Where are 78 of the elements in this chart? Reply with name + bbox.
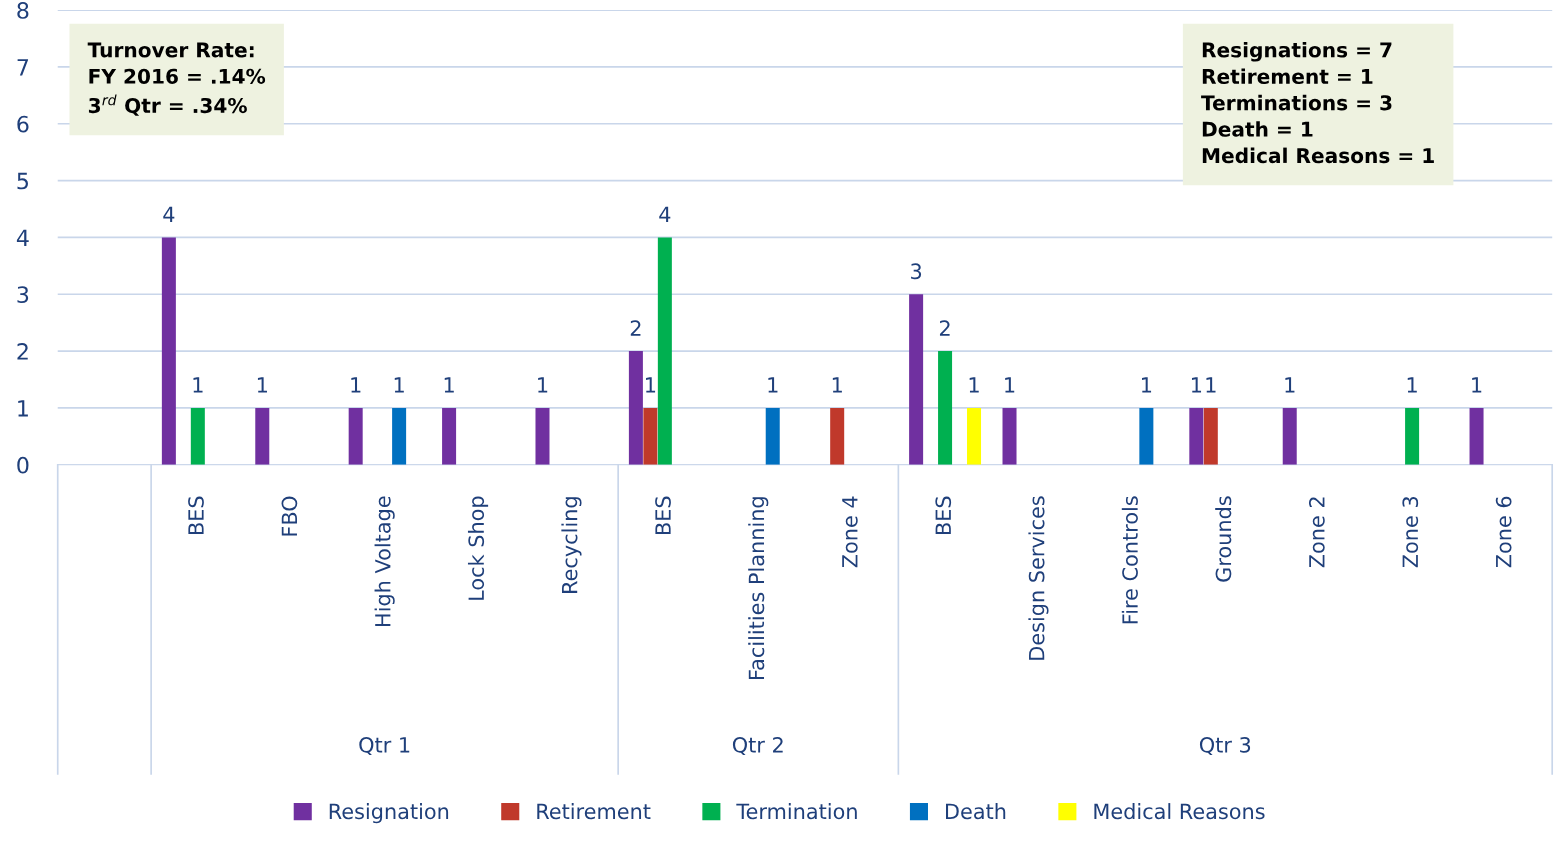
bar — [1405, 407, 1420, 465]
y-tick-label: 3 — [17, 286, 29, 304]
y-tick-label: 8 — [17, 2, 29, 19]
data-label: 1 — [768, 377, 778, 393]
bar — [535, 407, 550, 465]
bar — [1469, 407, 1484, 465]
data-label: 1 — [1191, 377, 1202, 393]
data-label: 4 — [659, 206, 671, 222]
data-label: 1 — [1206, 377, 1216, 393]
annotation: Resignations = 7 Retirement = 1 Terminations = 3 Death = 1 Medical Reasons = 1 — [1201, 41, 1434, 164]
bar — [392, 407, 407, 465]
legend-label: Resignation — [329, 803, 449, 824]
bar — [1002, 407, 1017, 465]
text: Qtr 1 — [359, 736, 410, 756]
x-tick-label: Fire Controls — [1121, 496, 1138, 624]
data-label: 1 — [444, 377, 454, 393]
y-tick-label: 7 — [17, 59, 29, 76]
y-tick-label: 5 — [17, 172, 28, 190]
x-tick-label: Design Services — [1028, 496, 1049, 660]
y-tick-label: 1 — [18, 400, 28, 417]
legend-label: Death — [946, 803, 1006, 820]
x-tick-label: Lock Shop — [467, 496, 489, 600]
data-label: 2 — [630, 320, 641, 336]
x-tick-label: Facilities Planning — [748, 497, 769, 679]
data-label: 1 — [257, 377, 267, 393]
legend-label: Medical Reasons — [1094, 803, 1265, 820]
data-label: 1 — [1472, 377, 1482, 393]
data-label: 3 — [911, 263, 922, 280]
data-label: 1 — [1285, 377, 1295, 393]
x-tick-label: Grounds — [1215, 496, 1232, 582]
text: Qtr 3 — [1199, 736, 1251, 756]
data-label: 1 — [538, 377, 548, 393]
data-label: 4 — [163, 206, 175, 222]
bar — [1282, 407, 1297, 465]
x-tick-label: BES — [935, 496, 952, 534]
x-tick-label: Zone 4 — [842, 496, 858, 568]
x-tick-label: Zone 6 — [1495, 496, 1512, 568]
data-label: 1 — [1407, 377, 1417, 393]
bar — [830, 407, 845, 465]
bar — [1203, 407, 1218, 465]
bar — [938, 351, 953, 465]
bar — [765, 407, 780, 465]
data-label: 1 — [394, 377, 404, 393]
bar — [909, 294, 924, 465]
bar — [161, 237, 176, 465]
data-label: 1 — [1142, 377, 1152, 393]
x-tick-label: FBO — [281, 496, 298, 536]
y-tick-label: 0 — [17, 456, 29, 474]
annotation: Turnover Rate: FY 2016 = .14% 3$^{rd}$ Qtr = .34% — [87, 42, 266, 116]
legend-label: Retirement — [537, 803, 651, 820]
x-tick-label: BES — [655, 496, 671, 534]
bar — [1189, 407, 1204, 465]
bar — [1139, 407, 1154, 465]
data-label: 1 — [832, 377, 842, 393]
y-tick-label: 2 — [17, 343, 28, 360]
x-tick-label: BES — [188, 496, 204, 534]
bar — [643, 407, 658, 465]
bar — [657, 237, 672, 465]
bar — [967, 407, 982, 465]
bar — [190, 407, 205, 465]
x-tick-label: Zone 2 — [1308, 497, 1325, 568]
bar — [255, 407, 270, 465]
x-tick-label: Recycling — [561, 497, 582, 593]
data-label: 1 — [351, 377, 361, 393]
data-label: 1 — [969, 377, 979, 393]
x-tick-label: Zone 3 — [1402, 497, 1419, 568]
bar — [442, 407, 457, 465]
data-label: 1 — [1005, 377, 1015, 393]
data-label: 2 — [939, 320, 950, 336]
text: Qtr 2 — [732, 736, 783, 756]
bar — [348, 407, 363, 465]
legend-label: Termination — [736, 803, 857, 820]
data-label: 1 — [193, 377, 203, 393]
bar — [628, 351, 643, 465]
x-tick-label: High Voltage — [374, 496, 395, 626]
y-tick-label: 4 — [16, 229, 29, 246]
y-tick-label: 6 — [17, 115, 29, 133]
data-label: 1 — [646, 377, 656, 393]
